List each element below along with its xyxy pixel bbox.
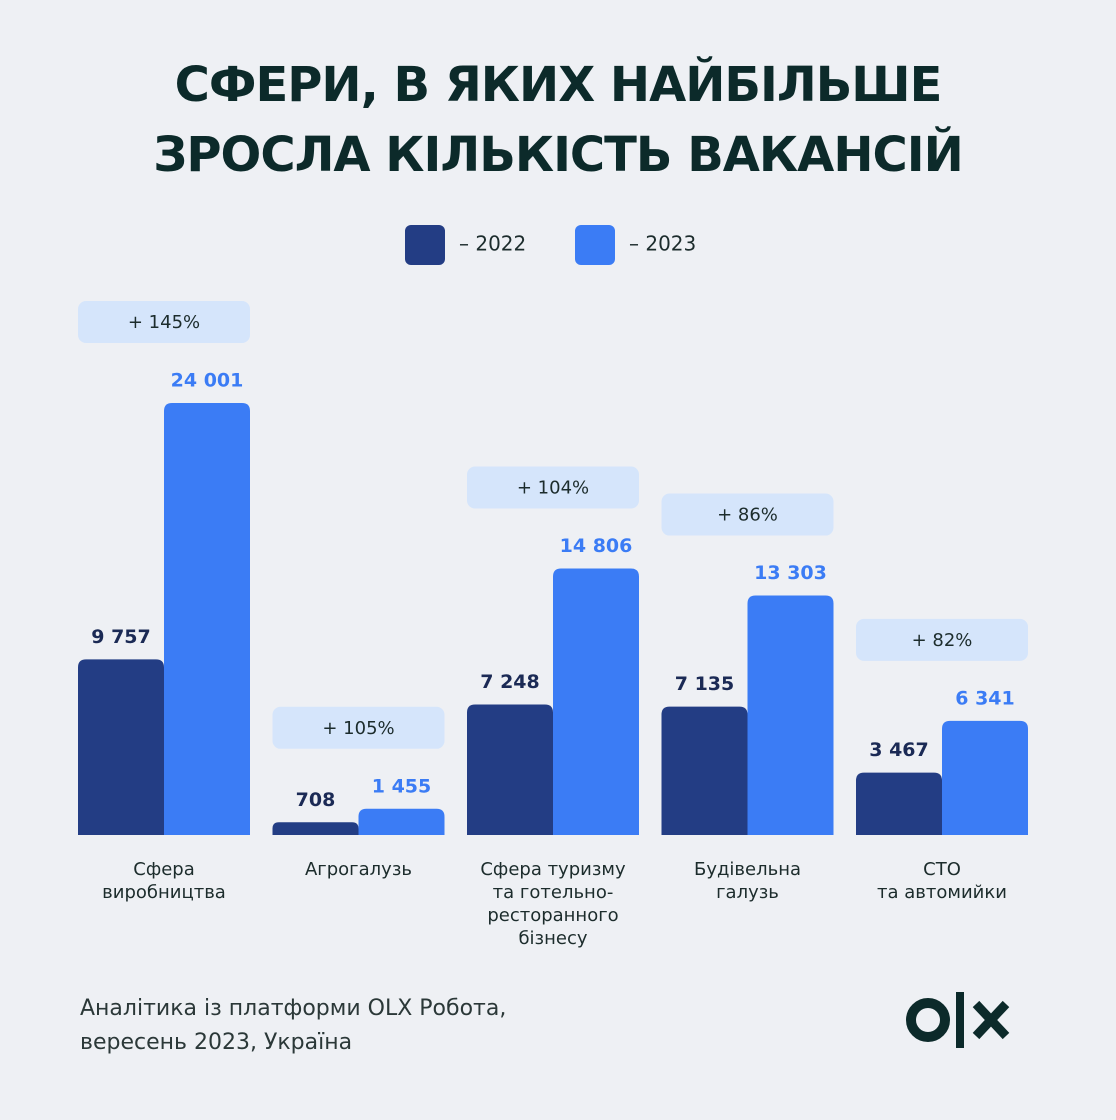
change-badge bbox=[661, 493, 834, 536]
category-label: Агрогалузь bbox=[304, 859, 413, 880]
category-label: Сфера виробництва bbox=[102, 859, 226, 903]
value-label: 708 bbox=[296, 789, 336, 811]
value-label: 6 341 bbox=[955, 687, 1015, 709]
change-label: + 82% bbox=[912, 630, 973, 651]
category-label: Будівельна галузь bbox=[693, 859, 802, 903]
bar bbox=[164, 403, 250, 835]
bar bbox=[942, 720, 1028, 835]
chart-title: СФЕРИ, В ЯКИХ НАЙБІЛЬШЕ ЗРОСЛА КІЛЬКІСТЬ… bbox=[153, 57, 964, 183]
bar bbox=[747, 595, 834, 835]
value-label: 9 757 bbox=[91, 626, 151, 648]
bar bbox=[78, 659, 164, 835]
source-note: Аналітика із платформи OLX Робота, верес… bbox=[80, 996, 507, 1055]
bar bbox=[553, 568, 639, 835]
change-label: + 86% bbox=[717, 505, 778, 526]
bar bbox=[467, 704, 553, 835]
value-label: 7 248 bbox=[480, 671, 540, 693]
logo-o bbox=[906, 998, 950, 1042]
change-badge bbox=[856, 618, 1028, 661]
logo-bar bbox=[956, 992, 964, 1048]
logo-x bbox=[972, 1000, 1010, 1040]
legend-label: – 2022 bbox=[459, 232, 526, 256]
value-label: 14 806 bbox=[560, 535, 633, 557]
value-label: 3 467 bbox=[869, 739, 929, 761]
value-label: 24 001 bbox=[171, 370, 244, 392]
category-label: Сфера туризму та готельно- ресторанного … bbox=[480, 859, 626, 949]
change-badge bbox=[78, 301, 250, 343]
legend-swatch bbox=[575, 225, 615, 265]
bar bbox=[661, 706, 748, 835]
change-label: + 105% bbox=[322, 718, 394, 739]
bar bbox=[856, 772, 942, 835]
value-label: 1 455 bbox=[372, 775, 432, 797]
category-label: СТО та автомийки bbox=[877, 859, 1007, 903]
logo bbox=[906, 992, 1010, 1048]
change-label: + 104% bbox=[517, 478, 589, 499]
change-label: + 145% bbox=[128, 312, 200, 333]
legend-swatch bbox=[405, 225, 445, 265]
value-label: 13 303 bbox=[754, 562, 827, 584]
bar bbox=[358, 808, 445, 835]
value-label: 7 135 bbox=[675, 673, 735, 695]
change-badge bbox=[272, 706, 445, 749]
change-badge bbox=[467, 466, 639, 509]
bar bbox=[272, 822, 359, 835]
legend-label: – 2023 bbox=[629, 232, 696, 256]
